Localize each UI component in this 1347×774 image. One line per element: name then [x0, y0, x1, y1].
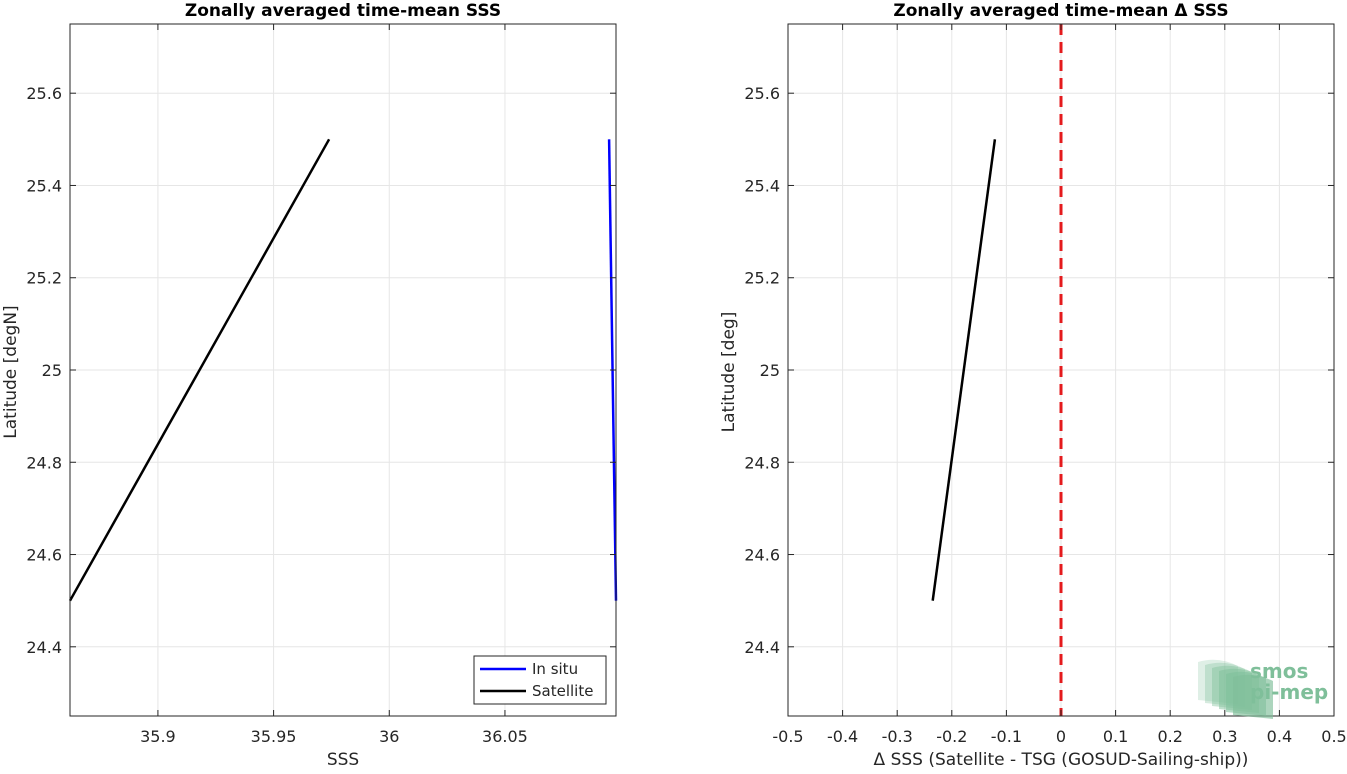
delta-x-tick-label: -0.4: [827, 727, 858, 746]
sss-panel: 35.9 35.95 36 36.05 24.4 24.6 24.8 25 25.2 25.4 25…: [1, 1, 618, 770]
sss-x-tick-label: 35.95: [251, 727, 297, 746]
delta-sss-panel: -0.5 -0.4 -0.3 -0.2 -0.1 0 0.1 0.2 0.3 0.4 0.5 24.4…: [719, 1, 1347, 770]
delta-x-tick-label: 0.3: [1212, 727, 1237, 746]
delta-x-tick-label: 0.4: [1267, 727, 1292, 746]
delta-x-tick-label: 0: [1056, 727, 1066, 746]
delta-series: [931, 24, 1063, 716]
delta-x-tick-label: -0.1: [991, 727, 1022, 746]
delta-x-tick-label: -0.5: [772, 727, 803, 746]
delta-x-tick-label: -0.2: [936, 727, 967, 746]
sss-x-tick-label: 35.9: [140, 727, 176, 746]
delta-y-tick-label: 24.4: [744, 638, 780, 657]
logo-mark-icon: [1198, 659, 1273, 719]
sss-legend: In situ Satellite: [473, 655, 607, 705]
logo-text-line2: pi-mep: [1250, 680, 1328, 704]
sss-legend-label: In situ: [532, 660, 578, 678]
delta-x-tick-label: 0.2: [1157, 727, 1182, 746]
sss-ticks: 35.9 35.95 36 36.05 24.4 24.6 24.8 25 25.2 25.4 25…: [26, 24, 616, 746]
smos-pimep-logo: smos pi-mep: [1198, 659, 1328, 719]
delta-ticks: -0.5 -0.4 -0.3 -0.2 -0.1 0 0.1 0.2 0.3 0.4 0.5 24.4…: [744, 24, 1347, 746]
delta-y-tick-label: 25.4: [744, 176, 780, 195]
delta-x-tick-label: -0.3: [882, 727, 913, 746]
logo-text-line1: smos: [1250, 659, 1308, 683]
sss-series-satellite: [68, 138, 331, 602]
delta-x-axis-label: Δ SSS (Satellite - TSG (GOSUD-Sailing-sh…: [874, 750, 1249, 770]
delta-y-tick-label: 24.8: [744, 453, 780, 472]
sss-y-tick-label: 24.4: [26, 638, 62, 657]
delta-chart-title: Zonally averaged time-mean Δ SSS: [893, 1, 1228, 21]
logo-wave-layer: [1233, 674, 1273, 719]
sss-y-tick-label: 24.8: [26, 453, 62, 472]
delta-series-line: [931, 139, 997, 601]
sss-x-axis-label: SSS: [327, 750, 359, 770]
sss-grid: [70, 24, 616, 716]
sss-legend-label: Satellite: [532, 682, 593, 700]
delta-y-tick-label: 25: [760, 361, 780, 380]
delta-y-tick-label: 24.6: [744, 546, 780, 565]
sss-y-tick-label: 25.6: [26, 84, 62, 103]
delta-y-tick-label: 25.6: [744, 84, 780, 103]
delta-x-tick-label: 0.1: [1103, 727, 1128, 746]
sss-chart-title: Zonally averaged time-mean SSS: [185, 1, 501, 21]
sss-y-tick-label: 24.6: [26, 546, 62, 565]
sss-y-axis-label: Latitude [degN]: [1, 305, 21, 438]
sss-y-tick-label: 25.2: [26, 269, 62, 288]
sss-x-tick-label: 36.05: [482, 727, 528, 746]
sss-legend-box: [473, 655, 607, 705]
delta-y-tick-label: 25.2: [744, 269, 780, 288]
sss-y-tick-label: 25: [42, 361, 62, 380]
delta-y-axis-label: Latitude [deg]: [719, 312, 739, 433]
delta-x-tick-label: 0.5: [1321, 727, 1346, 746]
sss-y-tick-label: 25.4: [26, 176, 62, 195]
sss-x-tick-label: 36: [379, 727, 399, 746]
